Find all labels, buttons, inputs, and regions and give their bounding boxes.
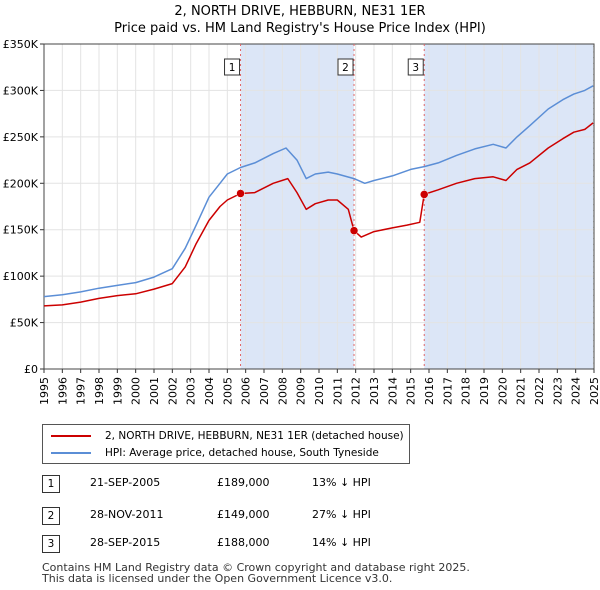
- x-tick-label: 2002: [166, 377, 179, 405]
- x-tick-label: 2014: [386, 377, 399, 405]
- x-tick-label: 1997: [75, 377, 88, 405]
- transaction-price: £149,000: [217, 508, 270, 521]
- chart-legend: 2, NORTH DRIVE, HEBBURN, NE31 1ER (detac…: [42, 424, 410, 464]
- transaction-badge: 2: [42, 507, 60, 525]
- transaction-hpi-delta: 13% ↓ HPI: [312, 476, 371, 489]
- x-tick-label: 2012: [350, 377, 363, 405]
- price-chart: 1 2 3 1995 1996 1997 1998 1999 2000 2001 2002 2003…: [3, 38, 600, 405]
- sale-point: [236, 189, 245, 198]
- plot-frame: [43, 43, 595, 370]
- x-tick-label: 2018: [460, 377, 473, 405]
- sale-label-box: [224, 58, 241, 76]
- transaction-date: 28-SEP-2015: [90, 536, 161, 549]
- x-tick-label: 2009: [295, 377, 308, 405]
- legend-line-property: [51, 435, 91, 437]
- x-tick-label: 2005: [221, 377, 234, 405]
- sale-point: [419, 190, 429, 199]
- x-tick-label: 2008: [276, 377, 289, 405]
- x-tick-label: 2004: [203, 377, 216, 405]
- transaction-hpi-delta: 14% ↓ HPI: [312, 536, 371, 549]
- legend-item-hpi: HPI: Average price, detached house, Sout…: [51, 445, 379, 461]
- x-tick-label: 2010: [313, 377, 326, 405]
- x-tick-label: 2001: [148, 377, 161, 405]
- x-tick-label: 2016: [423, 377, 436, 405]
- x-tick-label: 2022: [533, 377, 546, 405]
- transaction-badge: 3: [42, 535, 60, 553]
- y-tick-label: £250K: [3, 131, 39, 144]
- x-tick-label: 2011: [331, 377, 344, 405]
- chart-title-address: 2, NORTH DRIVE, HEBBURN, NE31 1ER: [174, 4, 426, 19]
- legend-label-hpi: HPI: Average price, detached house, Sout…: [105, 447, 379, 459]
- y-tick-label: £0: [24, 363, 38, 376]
- footer-copyright: Contains HM Land Registry data © Crown c…: [42, 561, 470, 574]
- x-tick-label: 2003: [185, 377, 198, 405]
- legend-label-property: 2, NORTH DRIVE, HEBBURN, NE31 1ER (detac…: [105, 430, 404, 442]
- x-tick-label: 1995: [38, 377, 51, 405]
- footer-licence: This data is licensed under the Open Gov…: [42, 572, 393, 585]
- x-tick-label: 2023: [551, 377, 564, 405]
- x-tick-label: 2015: [405, 377, 418, 405]
- x-tick-label: 2006: [240, 377, 253, 405]
- x-tick-label: 2021: [515, 377, 528, 405]
- y-tick-label: £350K: [3, 38, 39, 51]
- y-tick-label: £200K: [3, 177, 39, 190]
- y-tick-label: £300K: [3, 84, 39, 97]
- legend-line-hpi: [51, 452, 91, 454]
- x-tick-label: 2019: [478, 377, 491, 405]
- x-tick-label: 2000: [130, 377, 143, 405]
- property-price-line: [43, 122, 594, 307]
- sale-point: [349, 226, 359, 235]
- x-tick-label: 2025: [588, 377, 600, 405]
- chart-title-subtitle: Price paid vs. HM Land Registry's House …: [114, 21, 486, 36]
- transaction-price: £188,000: [217, 536, 270, 549]
- x-tick-label: 2024: [570, 377, 583, 405]
- x-tick-label: 2017: [441, 377, 454, 405]
- sale-label-box: [407, 58, 424, 76]
- x-tick-label: 2007: [258, 377, 271, 405]
- sale-label-box: [337, 58, 354, 76]
- sale-label-number: 2: [342, 62, 349, 74]
- x-tick-label: 2020: [496, 377, 509, 405]
- sale-label-number: 3: [412, 62, 419, 74]
- y-tick-label: £150K: [3, 224, 39, 237]
- x-tick-label: 2013: [368, 377, 381, 405]
- legend-item-property: 2, NORTH DRIVE, HEBBURN, NE31 1ER (detac…: [51, 428, 404, 444]
- transaction-date: 28-NOV-2011: [90, 508, 164, 521]
- y-tick-label: £100K: [3, 270, 39, 283]
- ownership-period-shade: [240, 44, 355, 369]
- transaction-hpi-delta: 27% ↓ HPI: [312, 508, 371, 521]
- sale-label-number: 1: [229, 62, 236, 74]
- transaction-price: £189,000: [217, 476, 270, 489]
- x-tick-label: 1996: [56, 377, 69, 405]
- hpi-line: [43, 85, 594, 298]
- footer-attribution: Contains HM Land Registry data © Crown c…: [42, 562, 470, 584]
- y-tick-label: £50K: [10, 317, 39, 330]
- x-tick-label: 1999: [111, 377, 124, 405]
- transaction-badge: 1: [42, 475, 60, 493]
- ownership-period-shade: [424, 44, 594, 369]
- transaction-date: 21-SEP-2005: [90, 476, 161, 489]
- x-tick-label: 1998: [93, 377, 106, 405]
